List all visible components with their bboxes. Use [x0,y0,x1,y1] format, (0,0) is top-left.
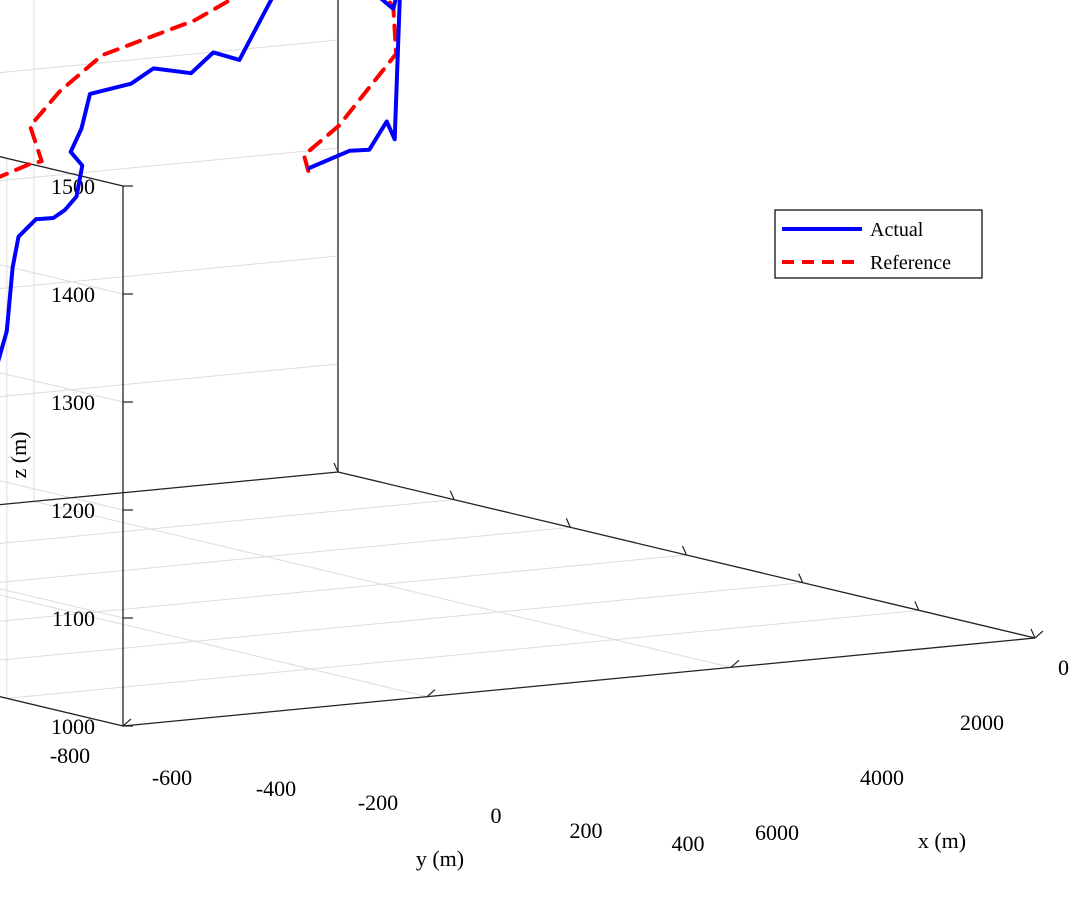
grid-floor-y-1 [6,609,919,699]
z-tick-1500: 1500 [51,174,95,199]
y-tick-minus-400: -400 [256,776,296,801]
series-actual-line [0,0,402,363]
grid-floor-y-3 [0,554,687,622]
y-axis-line [122,637,1036,727]
y-tick-200: 200 [570,818,603,843]
y-tick-minus-800: -800 [50,743,90,768]
y-tick-mark-6 [333,462,339,473]
grid-wall-yz-4 [0,264,124,295]
x-tick-4000: 4000 [860,765,904,790]
box-edge-2 [0,471,339,506]
y-tick-mark-2 [798,573,804,583]
x-axis-title: x (m) [918,828,966,853]
grid [0,0,1036,727]
legend: Actual Reference [774,209,983,279]
x-tick-0: 0 [1058,655,1069,680]
y-tick-mark-1 [914,601,920,611]
grid-wall-yz-2 [0,480,124,511]
grid-wall-yz-3 [0,372,124,403]
series-reference-line [0,0,399,179]
y-axis-title: y (m) [416,846,464,871]
grid-floor-y-5 [0,499,455,544]
z-axis-title: z (m) [6,431,31,478]
x-tick-mark-3 [1034,630,1044,639]
z-tick-1100: 1100 [52,606,95,631]
grid-wall-xz-4 [0,39,339,74]
y-tick-mark-5 [449,490,455,500]
box-edge-6 [0,156,124,187]
grid-floor-y-4 [0,526,571,583]
grid-wall-yz-1 [0,588,124,619]
grid-floor-y-2 [0,582,803,661]
z-tick-1000: 1000 [51,714,95,739]
grid-wall-xz-2 [0,255,339,290]
grid-wall-xz-5 [0,0,338,20]
box-edge-1 [0,696,124,727]
y-tick-mark-4 [565,518,571,528]
y-tick-400: 400 [672,831,705,856]
z-tick-1200: 1200 [51,498,95,523]
y-tick-minus-600: -600 [152,765,192,790]
legend-box [774,209,983,279]
legend-reference-label: Reference [870,252,951,274]
x-tick-2000: 2000 [960,710,1004,735]
z-tick-1400: 1400 [51,282,95,307]
y-tick-mark-0 [1030,628,1036,639]
y-tick-minus-200: -200 [358,790,398,815]
x-tick-mark-0 [122,718,132,727]
y-tick-0: 0 [491,803,502,828]
axis-titles: z (m) y (m) x (m) [6,431,966,871]
grid-wall-xz-1 [0,363,339,398]
y-tick-mark-3 [681,545,688,556]
tick-labels: 1000 1100 1200 1300 1400 1500 -800 -600 … [50,174,1069,856]
legend-actual-label: Actual [870,219,924,241]
series [0,0,402,363]
x-tick-mark-2 [730,659,740,668]
x-tick-mark-1 [426,689,436,698]
axes-box [0,0,1044,727]
x-tick-6000: 6000 [755,820,799,845]
grid-wall-xz-3 [0,147,339,182]
box-edge-7 [0,0,338,20]
z-tick-1300: 1300 [51,390,95,415]
